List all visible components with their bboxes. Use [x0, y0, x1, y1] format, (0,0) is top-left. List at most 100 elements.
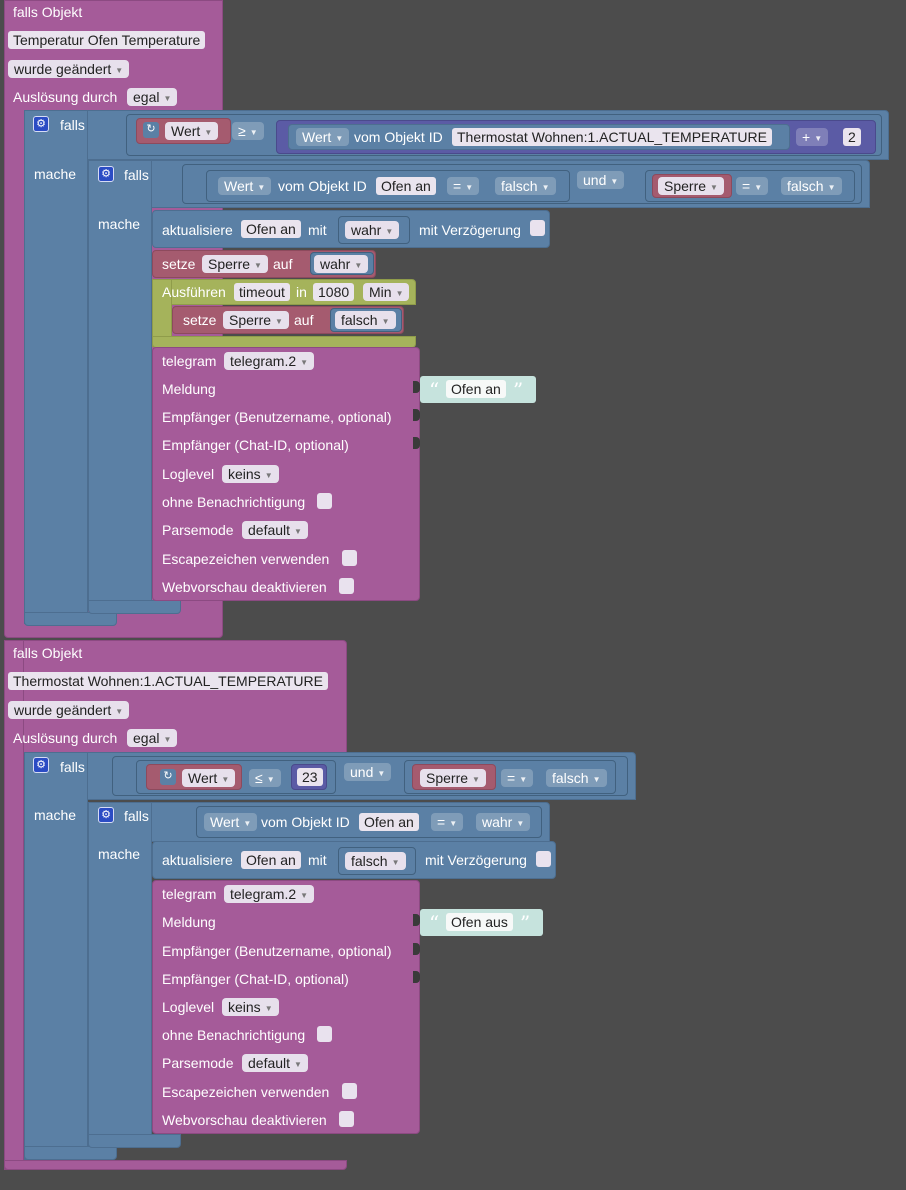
chevron-down-icon: ▼ — [541, 183, 550, 192]
silent-checkbox[interactable] — [317, 1026, 332, 1042]
object-id-field[interactable]: Temperatur Ofen Temperature — [8, 31, 206, 49]
operator-dropdown[interactable]: ≥ ▼ — [232, 122, 264, 140]
variable-dropdown[interactable]: Sperre ▼ — [420, 769, 486, 787]
variable-dropdown[interactable]: Wert ▼ — [165, 122, 219, 140]
change-dropdown[interactable]: wurde geändert ▼ — [8, 701, 130, 719]
and-dropdown[interactable]: und ▼ — [344, 763, 392, 781]
operator-dropdown[interactable]: = ▼ — [431, 813, 464, 831]
trigger-dropdown[interactable]: egal ▼ — [127, 729, 178, 747]
timeout-value-field[interactable]: 1080 — [313, 283, 355, 301]
set-label: setze — [162, 256, 196, 272]
boolean-dropdown[interactable]: falsch ▼ — [345, 852, 406, 870]
object-id-field[interactable]: Thermostat Wohnen:1.ACTUAL_TEMPERATURE — [8, 672, 328, 690]
operator-dropdown[interactable]: = ▼ — [736, 177, 769, 195]
instance-dropdown[interactable]: telegram.2 ▼ — [224, 352, 315, 370]
boolean-dropdown[interactable]: wahr ▼ — [345, 221, 400, 239]
object-id-field[interactable]: Ofen an — [241, 220, 301, 238]
recipient-chat-label: Empfänger (Chat-ID, optional) — [162, 971, 349, 987]
operator-dropdown[interactable]: = ▼ — [447, 177, 480, 195]
object-id-field[interactable]: Thermostat Wohnen:1.ACTUAL_TEMPERATURE — [452, 128, 772, 146]
value-type-dropdown[interactable]: Wert ▼ — [218, 177, 272, 195]
close-quote-icon: ” — [513, 378, 524, 402]
message-text-field[interactable]: Ofen aus — [446, 913, 513, 931]
value-type-dropdown[interactable]: Wert ▼ — [204, 813, 258, 831]
timeout-name-field[interactable]: timeout — [234, 283, 290, 301]
chevron-down-icon: ▼ — [519, 775, 528, 784]
input-socket — [413, 409, 420, 421]
loglevel-dropdown[interactable]: keins ▼ — [222, 465, 279, 483]
telegram-label: telegram — [162, 353, 217, 369]
if-block-3-spine — [24, 752, 88, 1160]
variable-dropdown[interactable]: Sperre ▼ — [202, 255, 268, 273]
gear-icon[interactable]: ⚙ — [33, 116, 49, 132]
variable-dropdown[interactable]: Sperre ▼ — [223, 311, 289, 329]
math-operator-dropdown[interactable]: + ▼ — [796, 128, 829, 146]
falls-label: falls — [124, 167, 149, 183]
trigger-dropdown[interactable]: egal ▼ — [127, 88, 178, 106]
boolean-dropdown[interactable]: wahr ▼ — [314, 255, 369, 273]
operator-dropdown[interactable]: ≤ ▼ — [249, 769, 281, 787]
falls-label: falls — [60, 117, 85, 133]
operator-dropdown[interactable]: = ▼ — [501, 769, 534, 787]
chevron-down-icon: ▼ — [449, 819, 458, 828]
boolean-dropdown[interactable]: falsch ▼ — [495, 177, 556, 195]
chevron-down-icon: ▼ — [335, 134, 344, 143]
chevron-down-icon: ▼ — [249, 128, 258, 137]
escape-label: Escapezeichen verwenden — [162, 1084, 330, 1100]
telegram-label: telegram — [162, 886, 217, 902]
delay-checkbox[interactable] — [536, 851, 551, 867]
recipient-user-label: Empfänger (Benutzername, optional) — [162, 943, 392, 959]
recipient-user-label: Empfänger (Benutzername, optional) — [162, 409, 392, 425]
chevron-down-icon: ▼ — [257, 183, 266, 192]
chevron-down-icon: ▼ — [381, 317, 390, 326]
chevron-down-icon: ▼ — [243, 819, 252, 828]
escape-label: Escapezeichen verwenden — [162, 551, 330, 567]
trigger-label: Auslösung durch — [13, 89, 118, 105]
with-label: mit — [308, 222, 327, 238]
unit-dropdown[interactable]: Min ▼ — [363, 283, 410, 301]
chevron-down-icon: ▼ — [814, 134, 823, 143]
instance-dropdown[interactable]: telegram.2 ▼ — [224, 885, 315, 903]
gear-icon[interactable]: ⚙ — [98, 166, 114, 182]
parsemode-label: Parsemode — [162, 522, 234, 538]
parsemode-dropdown[interactable]: default ▼ — [242, 1054, 308, 1072]
to-label: auf — [273, 256, 293, 272]
message-text-field[interactable]: Ofen an — [446, 380, 506, 398]
input-socket — [413, 381, 420, 393]
boolean-dropdown[interactable]: wahr ▼ — [476, 813, 531, 831]
telegram-block[interactable] — [152, 347, 420, 601]
variable-dropdown[interactable]: Wert ▼ — [182, 769, 236, 787]
gear-icon[interactable]: ⚙ — [98, 807, 114, 823]
compare-block[interactable] — [206, 170, 570, 202]
variable-dropdown[interactable]: Sperre ▼ — [658, 177, 724, 195]
chevron-down-icon: ▼ — [377, 769, 386, 778]
recipient-chat-label: Empfänger (Chat-ID, optional) — [162, 437, 349, 453]
boolean-dropdown[interactable]: falsch ▼ — [335, 311, 396, 329]
escape-checkbox[interactable] — [342, 1083, 357, 1099]
object-id-field[interactable]: Ofen an — [241, 851, 301, 869]
chevron-down-icon: ▼ — [610, 177, 619, 186]
webpreview-checkbox[interactable] — [339, 1111, 354, 1127]
gear-icon[interactable]: ⚙ — [33, 757, 49, 773]
loglevel-dropdown[interactable]: keins ▼ — [222, 998, 279, 1016]
mache-label: mache — [98, 216, 141, 232]
boolean-dropdown[interactable]: falsch ▼ — [781, 177, 842, 195]
value-type-dropdown[interactable]: Wert ▼ — [296, 128, 350, 146]
parsemode-dropdown[interactable]: default ▼ — [242, 521, 308, 539]
and-dropdown[interactable]: und ▼ — [577, 171, 625, 189]
silent-label: ohne Benachrichtigung — [162, 1027, 306, 1043]
webpreview-label: Webvorschau deaktivieren — [162, 579, 327, 595]
number-field[interactable]: 2 — [843, 128, 861, 146]
webpreview-checkbox[interactable] — [339, 578, 354, 594]
silent-checkbox[interactable] — [317, 493, 332, 509]
webpreview-label: Webvorschau deaktivieren — [162, 1112, 327, 1128]
escape-checkbox[interactable] — [342, 550, 357, 566]
telegram-block[interactable] — [152, 880, 420, 1134]
change-dropdown[interactable]: wurde geändert ▼ — [8, 60, 130, 78]
chevron-down-icon: ▼ — [465, 183, 474, 192]
boolean-dropdown[interactable]: falsch ▼ — [546, 769, 607, 787]
object-id-field[interactable]: Ofen an — [376, 177, 436, 195]
number-field[interactable]: 23 — [297, 768, 323, 786]
delay-checkbox[interactable] — [530, 220, 545, 236]
object-id-field[interactable]: Ofen an — [359, 813, 419, 831]
